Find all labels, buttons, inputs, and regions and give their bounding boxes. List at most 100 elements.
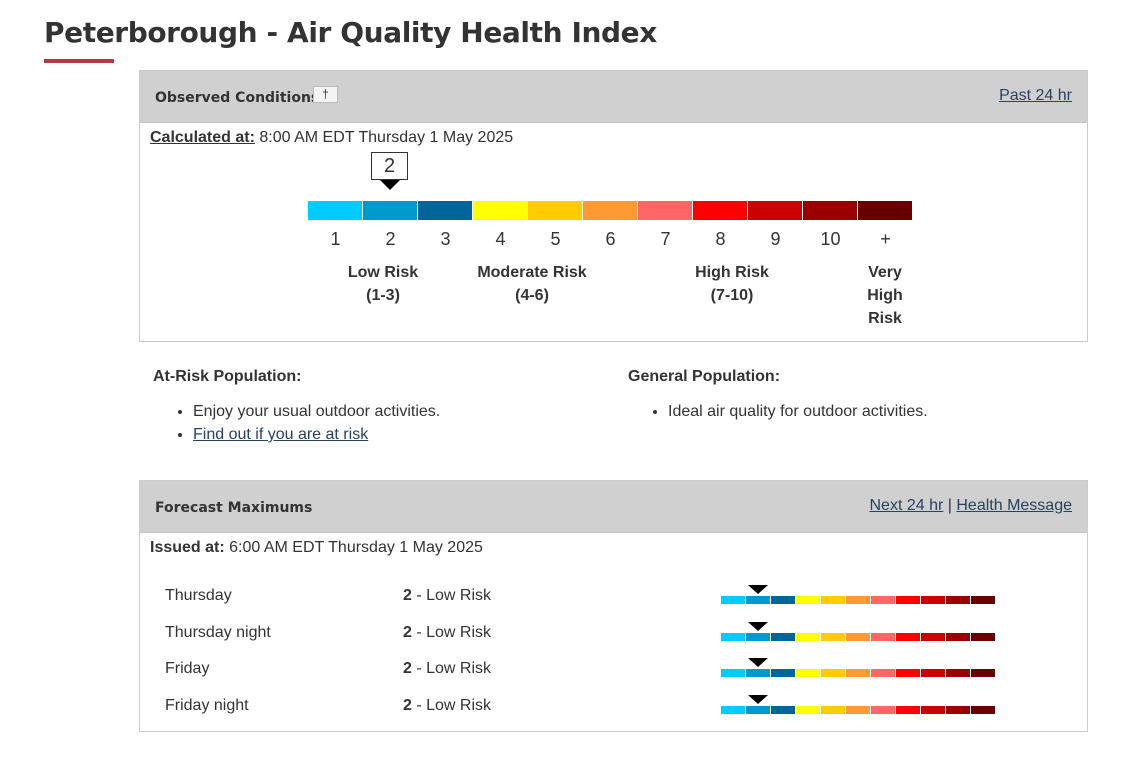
risk-label-moderate-range: (4-6): [515, 287, 549, 304]
calculated-at-value: 8:00 AM EDT Thursday 1 May 2025: [254, 129, 514, 146]
past-24hr-link[interactable]: Past 24 hr: [999, 87, 1072, 104]
risk-label-moderate: Moderate Risk (4-6): [462, 261, 602, 307]
mini-segment: [771, 633, 795, 641]
current-aqhi-pointer-icon: [380, 180, 400, 190]
forecast-row: Thursday 2 - Low Risk: [140, 585, 1087, 609]
forecast-mini-scale: [721, 633, 995, 641]
mini-segment: [821, 706, 845, 714]
risk-label-low: Low Risk (1-3): [323, 261, 443, 307]
observed-conditions-panel: Observed Conditions † Past 24 hr Calcula…: [139, 70, 1088, 342]
risk-label-high-range: (7-10): [710, 287, 754, 304]
mini-segment: [721, 706, 745, 714]
at-risk-advice: Enjoy your usual outdoor activities.: [193, 400, 440, 423]
mini-segment: [721, 669, 745, 677]
forecast-mini-scale: [721, 596, 995, 604]
forecast-value-number: 2: [403, 587, 412, 604]
issued-at-value: 6:00 AM EDT Thursday 1 May 2025: [224, 539, 483, 556]
forecast-row: Friday night 2 - Low Risk: [140, 695, 1087, 719]
calculated-at-label[interactable]: Calculated at:: [150, 129, 255, 146]
at-risk-link-item: Find out if you are at risk: [193, 423, 440, 446]
forecast-panel-title: Forecast Maximums: [155, 500, 313, 516]
mini-segment: [871, 596, 895, 604]
find-out-at-risk-link[interactable]: Find out if you are at risk: [193, 426, 369, 443]
mini-segment: [721, 633, 745, 641]
risk-label-very-high-line2: High: [867, 287, 903, 304]
forecast-header-links: Next 24 hr | Health Message: [870, 497, 1073, 515]
scale-segment-2: [363, 201, 417, 220]
general-population-list: Ideal air quality for outdoor activities…: [628, 400, 928, 423]
scale-number-4: 4: [495, 229, 506, 249]
forecast-pointer-icon: [748, 622, 768, 631]
mini-segment: [921, 633, 945, 641]
scale-number-1: 1: [330, 229, 341, 249]
scale-number-5: 5: [550, 229, 561, 249]
forecast-period: Thursday: [165, 587, 232, 604]
forecast-period: Friday: [165, 660, 210, 677]
forecast-value: 2 - Low Risk: [403, 624, 491, 642]
scale-number-plus: +: [880, 229, 891, 249]
issued-at-label: Issued at:: [150, 539, 225, 556]
mini-segment: [821, 596, 845, 604]
issued-at: Issued at: 6:00 AM EDT Thursday 1 May 20…: [150, 539, 483, 557]
forecast-mini-scale: [721, 669, 995, 677]
forecast-risk-text: - Low Risk: [411, 587, 492, 604]
mini-segment: [946, 706, 970, 714]
forecast-period: Friday night: [165, 697, 249, 714]
mini-segment: [921, 706, 945, 714]
scale-segment-10: [803, 201, 857, 220]
mini-segment: [796, 633, 820, 641]
page-title: Peterborough - Air Quality Health Index: [44, 16, 657, 49]
mini-segment: [946, 633, 970, 641]
mini-segment: [871, 706, 895, 714]
calculated-at: Calculated at: 8:00 AM EDT Thursday 1 Ma…: [150, 129, 513, 147]
forecast-value-number: 2: [403, 697, 412, 714]
mini-segment: [771, 669, 795, 677]
forecast-value: 2 - Low Risk: [403, 587, 491, 605]
risk-label-high-name: High Risk: [695, 264, 769, 281]
mini-segment: [896, 633, 920, 641]
risk-label-moderate-name: Moderate Risk: [477, 264, 587, 281]
scale-number-3: 3: [440, 229, 451, 249]
mini-segment: [946, 596, 970, 604]
mini-segment: [746, 633, 770, 641]
forecast-maximums-panel: Forecast Maximums Next 24 hr | Health Me…: [139, 480, 1088, 732]
mini-segment: [946, 669, 970, 677]
scale-number-2: 2: [385, 229, 396, 249]
footnote-button[interactable]: †: [313, 86, 338, 103]
forecast-panel-header: Forecast Maximums Next 24 hr | Health Me…: [140, 481, 1087, 533]
mini-segment: [746, 706, 770, 714]
observed-panel-header: Observed Conditions † Past 24 hr: [140, 71, 1087, 123]
risk-label-low-name: Low Risk: [347, 264, 419, 281]
mini-segment: [796, 669, 820, 677]
forecast-row: Thursday night 2 - Low Risk: [140, 622, 1087, 646]
mini-segment: [771, 596, 795, 604]
risk-label-very-high-line3: Risk: [868, 310, 902, 327]
forecast-pointer-icon: [748, 695, 768, 704]
at-risk-list: Enjoy your usual outdoor activities. Fin…: [153, 400, 440, 446]
mini-segment: [896, 706, 920, 714]
forecast-value: 2 - Low Risk: [403, 697, 491, 715]
mini-segment: [746, 669, 770, 677]
scale-segment-5: [528, 201, 582, 220]
scale-segment-7: [638, 201, 692, 220]
mini-segment: [796, 596, 820, 604]
scale-segment-plus: [858, 201, 912, 220]
mini-segment: [871, 633, 895, 641]
scale-number-9: 9: [770, 229, 781, 249]
mini-segment: [921, 596, 945, 604]
link-separator: |: [947, 497, 952, 514]
next-24hr-link[interactable]: Next 24 hr: [869, 497, 944, 514]
mini-segment: [721, 596, 745, 604]
mini-segment: [921, 669, 945, 677]
scale-number-10: 10: [820, 229, 841, 249]
health-message-link[interactable]: Health Message: [956, 497, 1072, 514]
forecast-risk-text: - Low Risk: [411, 660, 492, 677]
scale-number-6: 6: [605, 229, 616, 249]
mini-segment: [846, 706, 870, 714]
forecast-value-number: 2: [403, 660, 412, 677]
forecast-pointer-icon: [748, 585, 768, 594]
scale-number-7: 7: [660, 229, 671, 249]
scale-number-8: 8: [715, 229, 726, 249]
mini-segment: [896, 596, 920, 604]
mini-segment: [796, 706, 820, 714]
